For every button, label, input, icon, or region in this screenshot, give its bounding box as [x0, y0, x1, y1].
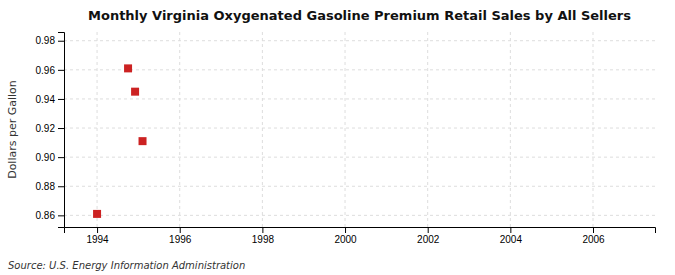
x-tick-mark	[345, 227, 346, 233]
y-tick-label: 0.90	[36, 152, 56, 163]
x-tick-mark	[180, 227, 181, 233]
x-tick-label: 2000	[334, 234, 357, 245]
y-tick-mark	[58, 70, 64, 71]
y-tick-label: 0.98	[36, 35, 56, 46]
grid-line-y	[64, 215, 655, 216]
y-tick-mark	[58, 128, 64, 129]
y-tick: 0.98	[36, 35, 64, 46]
x-tick: 2006	[582, 227, 605, 245]
title: Monthly Virginia Oxygenated Gasoline Pre…	[88, 8, 631, 23]
chart: 1994 1996 1998 2000 2002 2004 2006 0.86 0.88 0.90…	[0, 0, 675, 275]
y-tick: 0.92	[36, 123, 64, 134]
x-tick-label: 2004	[500, 234, 523, 245]
x-axis: 1994 1996 1998 2000 2002 2004 2006	[65, 227, 656, 245]
x-tick: 2000	[334, 227, 357, 245]
points	[93, 64, 146, 218]
y-tick-mark	[58, 157, 64, 158]
y-tick-mark	[58, 99, 64, 100]
grid-line-y	[64, 98, 655, 99]
y-axis-title: Dollars per Gallon	[6, 80, 19, 179]
x-tick-mark	[97, 227, 98, 233]
grid-line-y	[64, 186, 655, 187]
y-tick-label: 0.92	[36, 123, 56, 134]
grid-line-y	[64, 128, 655, 129]
x-tick-label: 1998	[252, 234, 275, 245]
grid-line-x	[510, 32, 511, 227]
x-axis-line	[65, 228, 656, 234]
y-axis: 0.86 0.88 0.90 0.92 0.94 0.96 0.98	[36, 33, 65, 228]
y-tick-mark	[58, 41, 64, 42]
point	[93, 210, 101, 218]
y-tick-label: 0.88	[36, 181, 56, 192]
x-tick: 1998	[252, 227, 275, 245]
grid-line-x	[427, 32, 428, 227]
x-tick: 2004	[500, 227, 523, 245]
plot: 1994 1996 1998 2000 2002 2004 2006 0.86 0.88 0.90…	[36, 32, 656, 245]
y-axis-line	[58, 33, 65, 228]
x-tick-label: 1994	[86, 234, 109, 245]
x-tick: 1994	[86, 227, 109, 245]
y-tick: 0.94	[36, 94, 64, 105]
grid-line-x	[179, 32, 180, 227]
x-tick-label: 2006	[582, 234, 605, 245]
grid-line-x	[345, 32, 346, 227]
x-tick-label: 1996	[169, 234, 192, 245]
x-tick-mark	[593, 227, 594, 233]
y-tick-label: 0.86	[36, 210, 56, 221]
point	[139, 137, 147, 145]
grid-line-y	[64, 69, 655, 70]
y-tick: 0.88	[36, 181, 64, 192]
point	[124, 64, 132, 72]
point	[131, 88, 139, 96]
y-tick-mark	[58, 215, 64, 216]
y-tick: 0.86	[36, 210, 64, 221]
y-tick: 0.90	[36, 152, 64, 163]
grid-line-x	[262, 32, 263, 227]
y-tick: 0.96	[36, 65, 64, 76]
x-tick: 2002	[417, 227, 440, 245]
source-note: Source: U.S. Energy Information Administ…	[8, 260, 245, 271]
x-tick-mark	[510, 227, 511, 233]
x-tick-label: 2002	[417, 234, 440, 245]
y-tick-label: 0.94	[36, 94, 56, 105]
grid-line-y	[64, 157, 655, 158]
grid-line-x	[593, 32, 594, 227]
x-tick-mark	[262, 227, 263, 233]
y-tick-label: 0.96	[36, 65, 56, 76]
x-tick: 1996	[169, 227, 192, 245]
y-tick-mark	[58, 186, 64, 187]
grid	[64, 32, 655, 227]
grid-line-x	[97, 32, 98, 227]
x-tick-mark	[428, 227, 429, 233]
grid-line-y	[64, 40, 655, 41]
